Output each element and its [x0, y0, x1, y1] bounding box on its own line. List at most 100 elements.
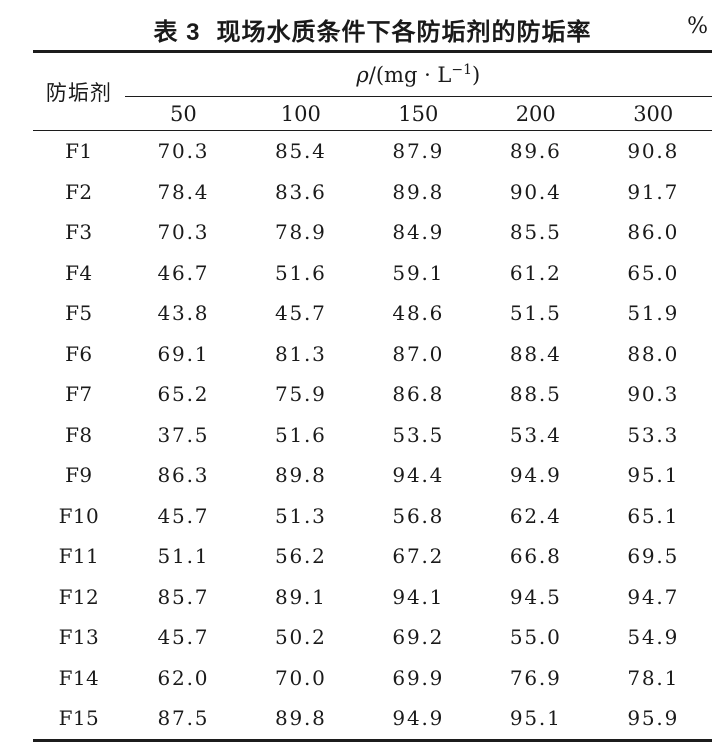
value-100: 81.3	[274, 341, 327, 366]
value-150: 94.9	[392, 706, 445, 731]
value-50: 86.3	[157, 463, 210, 488]
column-header-150: 150	[359, 96, 478, 131]
value-50: 78.4	[157, 179, 210, 204]
table-header: 防垢剂 ρ/(mg · L−1) 50 100 150 200 300	[33, 51, 712, 131]
value-300: 78.1	[627, 665, 680, 690]
value-50: 65.2	[157, 382, 210, 407]
value-150: 59.1	[392, 260, 445, 285]
value-300: 65.0	[627, 260, 680, 285]
value-150: 69.2	[392, 625, 445, 650]
value-300: 91.7	[627, 179, 680, 204]
table-caption: 表 3 现场水质条件下各防垢剂的防垢率 %	[33, 10, 712, 48]
table-row: F13 45.7 50.2 69.2 55.0 54.9	[33, 617, 712, 658]
value-50: 45.7	[157, 503, 210, 528]
value-200: 88.5	[509, 382, 562, 407]
concentration-exponent: −1	[451, 61, 473, 78]
table-body: F1 70.3 85.4 87.9 89.6 90.8 F2 78.4 83.6…	[33, 131, 712, 741]
value-300: 90.8	[627, 139, 680, 164]
value-200: 94.9	[509, 463, 562, 488]
row-label: F6	[65, 341, 93, 366]
table-number: 表 3	[153, 18, 201, 46]
value-300: 95.9	[627, 706, 680, 731]
table-row: F15 87.5 89.8 94.9 95.1 95.9	[33, 698, 712, 740]
value-200: 94.5	[509, 584, 562, 609]
table-row: F11 51.1 56.2 67.2 66.8 69.5	[33, 536, 712, 577]
value-200: 55.0	[509, 625, 562, 650]
rho-symbol: ρ	[356, 62, 369, 87]
table-row: F8 37.5 51.6 53.5 53.4 53.3	[33, 415, 712, 456]
column-header-200: 200	[477, 96, 595, 131]
value-50: 37.5	[157, 422, 210, 447]
table-row: F9 86.3 89.8 94.4 94.9 95.1	[33, 455, 712, 496]
value-300: 94.7	[627, 584, 680, 609]
value-200: 90.4	[509, 179, 562, 204]
row-label: F3	[65, 220, 93, 245]
value-200: 89.6	[509, 139, 562, 164]
value-50: 62.0	[157, 665, 210, 690]
value-200: 51.5	[509, 301, 562, 326]
value-50: 45.7	[157, 625, 210, 650]
table-row: F5 43.8 45.7 48.6 51.5 51.9	[33, 293, 712, 334]
row-label: F12	[58, 584, 100, 609]
value-50: 69.1	[157, 341, 210, 366]
row-label: F8	[65, 422, 93, 447]
value-200: 66.8	[509, 544, 562, 569]
value-100: 85.4	[274, 139, 327, 164]
value-100: 75.9	[274, 382, 327, 407]
value-200: 62.4	[509, 503, 562, 528]
value-50: 51.1	[157, 544, 210, 569]
value-300: 90.3	[627, 382, 680, 407]
row-label: F7	[65, 382, 93, 407]
value-200: 95.1	[509, 706, 562, 731]
scale-inhibitor-table: 防垢剂 ρ/(mg · L−1) 50 100 150 200 300 F1 7…	[33, 50, 712, 742]
value-150: 67.2	[392, 544, 445, 569]
table-row: F6 69.1 81.3 87.0 88.4 88.0	[33, 334, 712, 375]
table-row: F1 70.3 85.4 87.9 89.6 90.8	[33, 131, 712, 172]
row-label: F13	[58, 625, 100, 650]
column-header-inhibitor: 防垢剂	[33, 51, 125, 131]
table-row: F7 65.2 75.9 86.8 88.5 90.3	[33, 374, 712, 415]
table-header-group-row: 防垢剂 ρ/(mg · L−1)	[33, 51, 712, 131]
value-100: 78.9	[274, 220, 327, 245]
table-title: 现场水质条件下各防垢剂的防垢率	[216, 18, 592, 46]
column-header-300: 300	[594, 96, 712, 131]
value-200: 53.4	[509, 422, 562, 447]
value-150: 94.4	[392, 463, 445, 488]
value-300: 86.0	[627, 220, 680, 245]
row-label: F14	[58, 665, 100, 690]
column-header-100: 100	[242, 96, 360, 131]
value-50: 87.5	[157, 706, 210, 731]
value-100: 89.8	[274, 706, 327, 731]
value-100: 50.2	[274, 625, 327, 650]
value-50: 70.3	[157, 139, 210, 164]
value-150: 94.1	[392, 584, 445, 609]
value-150: 84.9	[392, 220, 445, 245]
value-100: 70.0	[274, 665, 327, 690]
value-100: 89.1	[274, 584, 327, 609]
value-100: 89.8	[274, 463, 327, 488]
value-300: 69.5	[627, 544, 680, 569]
value-50: 43.8	[157, 301, 210, 326]
concentration-unit-close: )	[472, 62, 481, 87]
concentration-unit-text: /(mg · L	[368, 62, 452, 87]
value-150: 87.0	[392, 341, 445, 366]
table-row: F2 78.4 83.6 89.8 90.4 91.7	[33, 172, 712, 213]
value-150: 87.9	[392, 139, 445, 164]
value-200: 76.9	[509, 665, 562, 690]
row-label: F2	[65, 179, 93, 204]
row-label: F10	[58, 503, 100, 528]
table-row: F4 46.7 51.6 59.1 61.2 65.0	[33, 253, 712, 294]
table-row: F10 45.7 51.3 56.8 62.4 65.1	[33, 496, 712, 537]
value-100: 51.6	[274, 260, 327, 285]
row-label: F1	[65, 139, 93, 164]
row-label: F4	[65, 260, 93, 285]
value-100: 51.3	[274, 503, 327, 528]
value-150: 48.6	[392, 301, 445, 326]
row-label: F9	[65, 463, 93, 488]
table-subheader-row: 50 100 150 200 300	[33, 96, 712, 131]
value-150: 53.5	[392, 422, 445, 447]
value-150: 56.8	[392, 503, 445, 528]
row-label: F5	[65, 301, 93, 326]
value-100: 45.7	[274, 301, 327, 326]
